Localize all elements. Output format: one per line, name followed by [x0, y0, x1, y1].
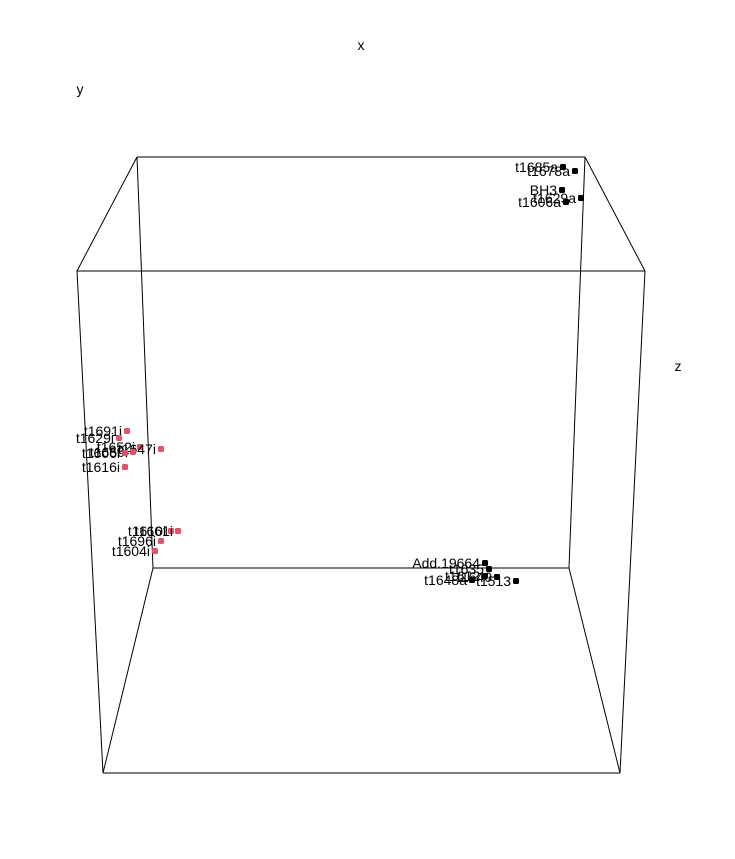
- data-point: [494, 574, 500, 580]
- data-point: [168, 528, 174, 534]
- data-point: [158, 446, 164, 452]
- data-label: BH3: [530, 182, 557, 198]
- box-edge: [76, 270, 104, 774]
- box-edge: [568, 156, 586, 569]
- data-label: t1513: [476, 573, 511, 589]
- data-label: t1616i: [82, 459, 120, 475]
- data-point: [563, 199, 569, 205]
- data-point: [513, 578, 519, 584]
- data-point: [158, 538, 164, 544]
- data-label: t1606i: [82, 445, 120, 461]
- data-label: t1650i: [90, 444, 128, 460]
- plot-box: [76, 156, 646, 774]
- data-point: [482, 560, 488, 566]
- x-axis-title: x: [358, 37, 365, 53]
- data-point: [486, 566, 492, 572]
- data-label: t1635: [449, 561, 484, 577]
- box-edge: [568, 567, 621, 774]
- data-label: t1648a: [424, 572, 467, 588]
- box-edge: [136, 156, 154, 569]
- data-point: [122, 450, 128, 456]
- data-label: t1604i: [112, 543, 150, 559]
- data-point: [469, 577, 475, 583]
- data-marks: t1685at1678aBH3t1629at1606aAdd.19664t163…: [76, 159, 584, 589]
- data-label: Add.19664: [412, 555, 480, 571]
- data-label: t1678a: [527, 163, 570, 179]
- box-edge: [102, 567, 154, 774]
- data-label: t1685a: [515, 159, 558, 175]
- data-point: [137, 444, 143, 450]
- data-label: t1640: [457, 569, 492, 585]
- data-point: [130, 449, 136, 455]
- box-edge: [584, 156, 646, 272]
- data-label: t1629i: [76, 430, 114, 446]
- box-edge: [76, 156, 138, 272]
- data-point: [560, 164, 566, 170]
- box-edge: [619, 270, 646, 774]
- data-point: [578, 195, 584, 201]
- data-point: [122, 464, 128, 470]
- data-label: t1661i: [135, 523, 173, 539]
- data-point: [572, 168, 578, 174]
- data-point: [152, 548, 158, 554]
- z-axis-title: z: [675, 358, 682, 374]
- data-label: t1606a: [518, 194, 561, 210]
- data-point: [124, 428, 130, 434]
- data-point: [175, 528, 181, 534]
- data-point: [482, 573, 488, 579]
- data-point: [559, 187, 565, 193]
- data-label: t1610i: [128, 523, 166, 539]
- y-axis-title: y: [77, 81, 84, 97]
- data-label: t1691i: [84, 423, 122, 439]
- data-label: t1696i: [118, 533, 156, 549]
- data-point: [116, 435, 122, 441]
